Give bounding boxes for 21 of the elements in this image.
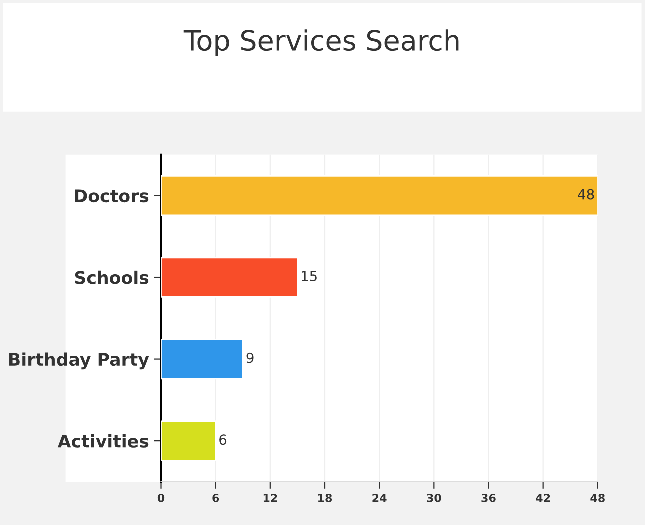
data-label: 15 bbox=[302, 271, 317, 282]
x-tick-label: 18 bbox=[318, 494, 332, 502]
y-tick-label: Birthday Party bbox=[10, 352, 150, 370]
chart-title: Top Services Search bbox=[184, 30, 459, 56]
data-label: 48 bbox=[578, 189, 594, 200]
x-tick-label: 24 bbox=[372, 494, 387, 502]
data-label: 6 bbox=[220, 434, 227, 446]
data-label: 9 bbox=[246, 352, 254, 364]
y-tick-label: Doctors bbox=[75, 190, 149, 203]
x-tick-label: 42 bbox=[536, 494, 550, 502]
bar bbox=[161, 257, 298, 298]
x-tick-label: 12 bbox=[264, 494, 278, 502]
bar bbox=[161, 420, 217, 462]
y-tick-label: Schools bbox=[75, 270, 149, 284]
x-tick-label: 48 bbox=[590, 494, 605, 502]
x-tick-label: 30 bbox=[427, 494, 442, 502]
x-tick-label: 36 bbox=[482, 494, 496, 502]
x-tick-label: 6 bbox=[212, 494, 220, 502]
x-tick-label: 0 bbox=[158, 494, 165, 502]
bar bbox=[161, 338, 244, 380]
y-tick-label: Activities bbox=[58, 434, 149, 448]
